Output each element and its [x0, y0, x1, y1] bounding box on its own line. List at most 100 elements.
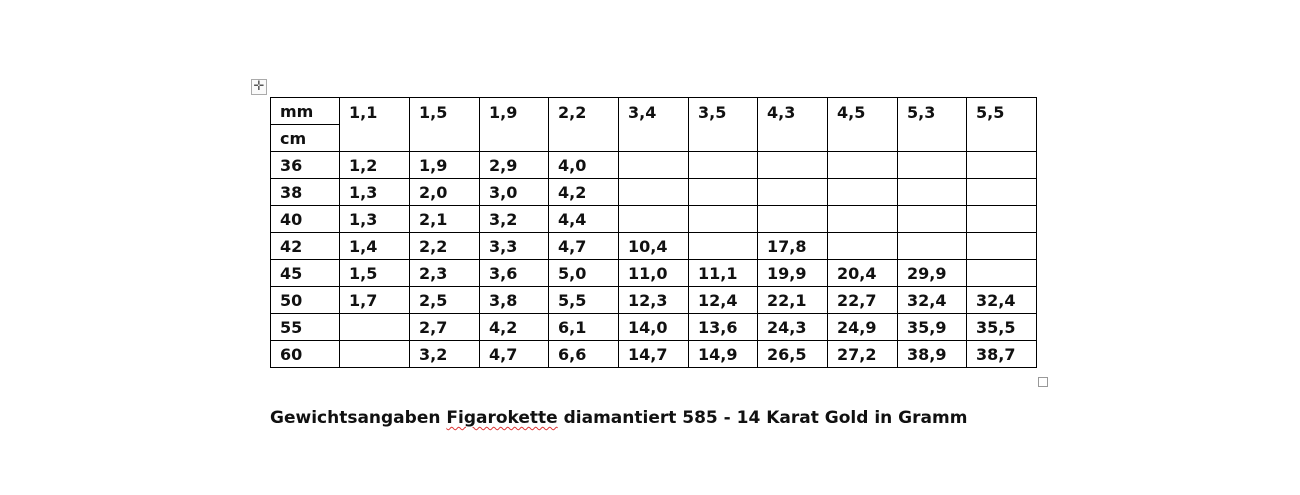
weight-cell — [827, 205, 898, 233]
table-row: 38 1,3 2,0 3,0 4,2 — [270, 178, 1037, 206]
weight-cell: 2,9 — [479, 151, 549, 179]
weight-cell: 1,7 — [339, 286, 410, 314]
weight-cell: 24,9 — [827, 313, 898, 341]
weight-cell — [339, 313, 410, 341]
weight-cell: 1,5 — [339, 259, 410, 287]
column-header-mm: 4,3 — [757, 97, 828, 152]
weight-cell: 2,2 — [409, 232, 480, 260]
weight-cell: 3,0 — [479, 178, 549, 206]
weight-cell — [339, 340, 410, 368]
weight-cell: 2,0 — [409, 178, 480, 206]
weight-cell — [897, 205, 967, 233]
weight-cell: 2,7 — [409, 313, 480, 341]
weight-cell: 1,3 — [339, 178, 410, 206]
weight-cell: 14,9 — [688, 340, 758, 368]
row-header-cm: 55 — [270, 313, 340, 341]
weight-cell — [827, 178, 898, 206]
weight-cell: 2,1 — [409, 205, 480, 233]
weight-cell: 35,9 — [897, 313, 967, 341]
weight-cell: 14,7 — [618, 340, 689, 368]
weight-cell: 20,4 — [827, 259, 898, 287]
caption-misspelled-word[interactable]: Figarokette — [446, 408, 558, 428]
weight-cell: 17,8 — [757, 232, 828, 260]
weight-cell: 5,0 — [548, 259, 619, 287]
row-header-cm: 50 — [270, 286, 340, 314]
weight-cell: 1,3 — [339, 205, 410, 233]
weight-cell — [757, 205, 828, 233]
weight-cell: 26,5 — [757, 340, 828, 368]
weight-cell — [827, 232, 898, 260]
weight-cell: 38,7 — [966, 340, 1037, 368]
column-header-mm: 5,3 — [897, 97, 967, 152]
weight-cell: 5,5 — [548, 286, 619, 314]
weight-cell: 6,6 — [548, 340, 619, 368]
weight-cell: 1,9 — [409, 151, 480, 179]
table-row: 60 3,2 4,7 6,6 14,7 14,9 26,5 27,2 38,9 38,7 — [270, 340, 1037, 368]
column-header-mm: 3,4 — [618, 97, 689, 152]
weight-cell — [897, 151, 967, 179]
weight-cell: 13,6 — [688, 313, 758, 341]
weight-cell: 24,3 — [757, 313, 828, 341]
column-header-mm: 3,5 — [688, 97, 758, 152]
weight-cell — [966, 151, 1037, 179]
table-row: 50 1,7 2,5 3,8 5,5 12,3 12,4 22,1 22,7 32,4 32,4 — [270, 286, 1037, 314]
weight-cell: 38,9 — [897, 340, 967, 368]
weight-cell: 32,4 — [966, 286, 1037, 314]
weight-cell: 6,1 — [548, 313, 619, 341]
weight-cell — [757, 178, 828, 206]
row-header-cm: 38 — [270, 178, 340, 206]
weight-cell — [757, 151, 828, 179]
weight-cell: 22,7 — [827, 286, 898, 314]
weight-cell: 22,1 — [757, 286, 828, 314]
weight-cell: 4,7 — [548, 232, 619, 260]
weight-cell: 3,6 — [479, 259, 549, 287]
caption-text-start: Gewichtsangaben — [270, 408, 447, 428]
weight-cell — [618, 178, 689, 206]
column-header-mm: 5,5 — [966, 97, 1037, 152]
weight-cell: 11,1 — [688, 259, 758, 287]
weight-cell: 4,2 — [548, 178, 619, 206]
weight-cell — [966, 259, 1037, 287]
header-row-cm: cm — [270, 124, 1037, 152]
weight-cell — [618, 205, 689, 233]
weight-cell: 10,4 — [618, 232, 689, 260]
table-row: 45 1,5 2,3 3,6 5,0 11,0 11,1 19,9 20,4 29,9 — [270, 259, 1037, 287]
table-resize-handle-icon[interactable] — [1038, 377, 1048, 387]
weight-cell — [618, 151, 689, 179]
weight-cell: 4,4 — [548, 205, 619, 233]
weight-cell: 35,5 — [966, 313, 1037, 341]
weight-cell — [688, 232, 758, 260]
weight-cell: 3,2 — [479, 205, 549, 233]
weight-cell: 14,0 — [618, 313, 689, 341]
weight-cell — [688, 205, 758, 233]
weight-cell: 29,9 — [897, 259, 967, 287]
weight-cell: 1,4 — [339, 232, 410, 260]
row-header-cm: 42 — [270, 232, 340, 260]
weight-cell — [966, 232, 1037, 260]
corner-mm: mm — [270, 97, 340, 125]
weight-cell: 3,2 — [409, 340, 480, 368]
header-row: mm 1,1 1,5 1,9 2,2 3,4 3,5 4,3 4,5 5,3 5,5 — [270, 97, 1037, 152]
table-row: 55 2,7 4,2 6,1 14,0 13,6 24,3 24,9 35,9 35,5 — [270, 313, 1037, 341]
column-header-mm: 1,5 — [409, 97, 480, 152]
column-header-mm: 1,9 — [479, 97, 549, 152]
column-header-mm: 1,1 — [339, 97, 410, 152]
weight-cell: 3,3 — [479, 232, 549, 260]
table-move-handle-icon[interactable]: ✛ — [251, 79, 267, 95]
weight-cell — [827, 151, 898, 179]
weight-cell: 3,8 — [479, 286, 549, 314]
weight-cell — [966, 178, 1037, 206]
weight-cell: 11,0 — [618, 259, 689, 287]
weight-cell — [897, 232, 967, 260]
weight-cell: 4,7 — [479, 340, 549, 368]
weight-cell: 12,4 — [688, 286, 758, 314]
weight-cell: 19,9 — [757, 259, 828, 287]
weight-cell — [897, 178, 967, 206]
column-header-mm: 4,5 — [827, 97, 898, 152]
weight-cell: 32,4 — [897, 286, 967, 314]
caption-text-end: diamantiert 585 - 14 Karat Gold in Gramm — [557, 408, 968, 428]
table-row: 36 1,2 1,9 2,9 4,0 — [270, 151, 1037, 179]
row-header-cm: 40 — [270, 205, 340, 233]
weight-cell — [688, 151, 758, 179]
weight-cell: 2,3 — [409, 259, 480, 287]
